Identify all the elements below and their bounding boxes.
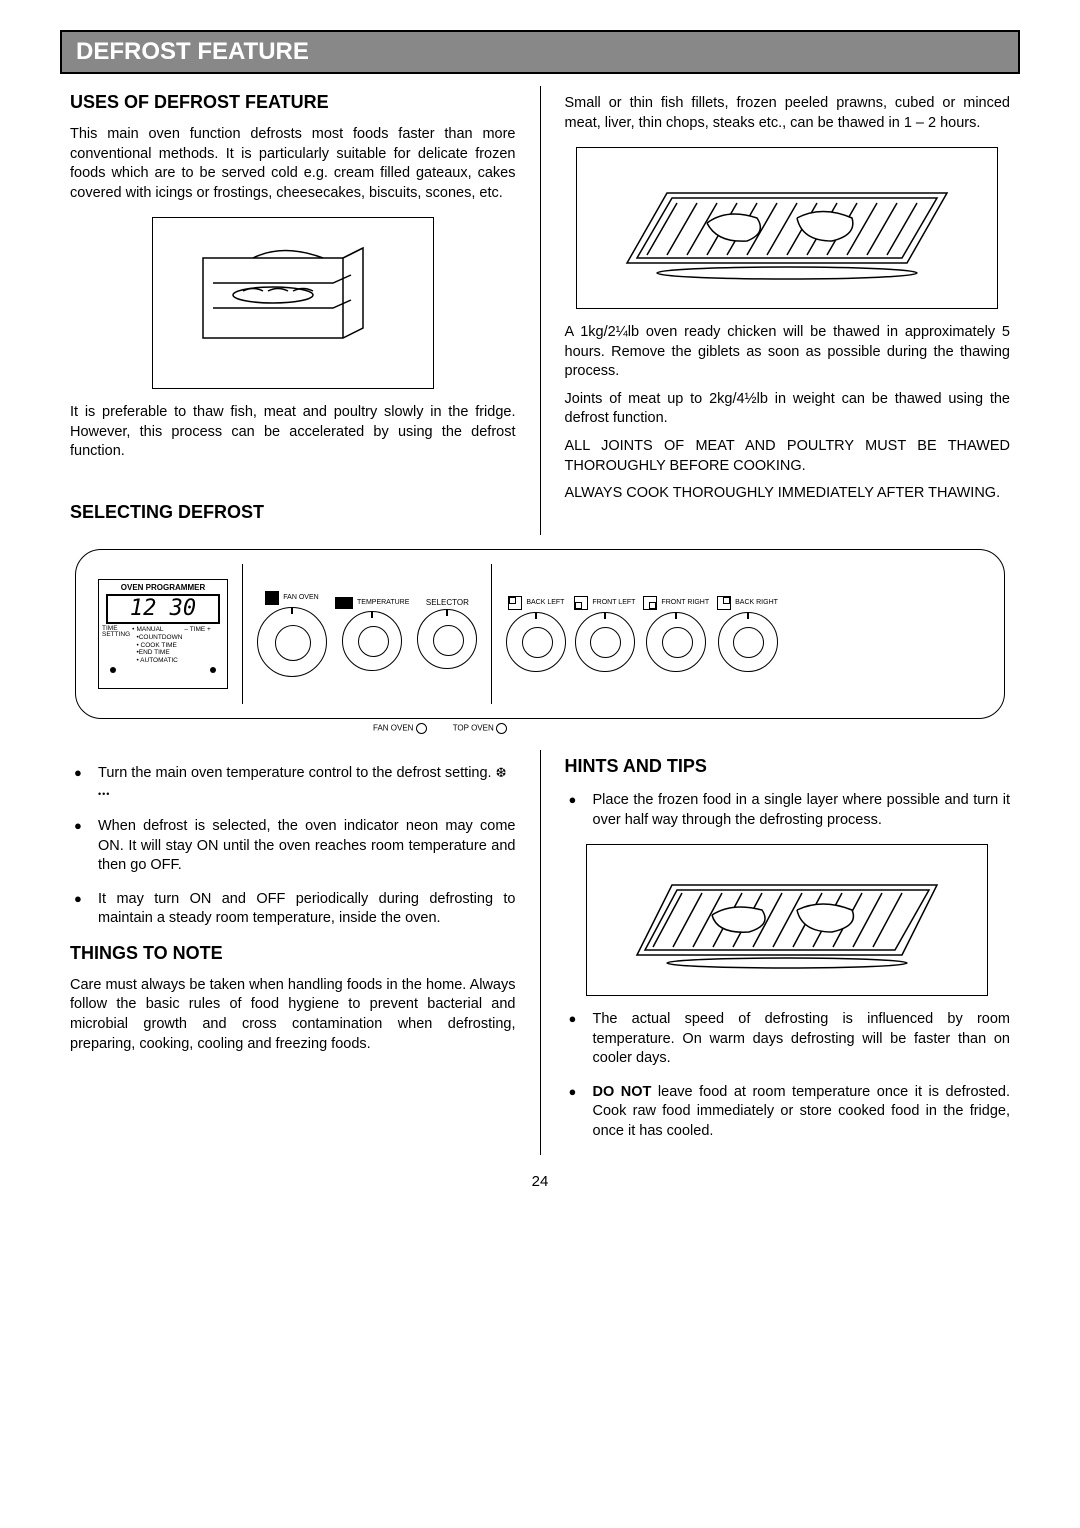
- selector-knob: SELECTOR: [417, 598, 477, 669]
- selector-label: SELECTOR: [426, 598, 469, 607]
- oven-illustration: [152, 217, 434, 389]
- back-left-knob: BACK LEFT: [506, 596, 566, 672]
- time-setting-label: TIME SETTING: [102, 626, 130, 665]
- bullet-neon: When defrost is selected, the oven indic…: [70, 817, 516, 876]
- para-fish: Small or thin fish fillets, frozen peele…: [565, 94, 1011, 133]
- control-panel-diagram: OVEN PROGRAMMER 12 30 TIME SETTING • MAN…: [60, 549, 1020, 734]
- programmer-display: 12 30: [106, 594, 220, 624]
- tray-illustration-1: [576, 147, 998, 309]
- heading-selecting: SELECTING DEFROST: [70, 502, 516, 523]
- front-left-label: FRONT LEFT: [592, 599, 635, 606]
- bullet-speed: The actual speed of defrosting is influe…: [565, 1010, 1011, 1069]
- back-right-knob: BACK RIGHT: [717, 596, 778, 672]
- para-joints: Joints of meat up to 2kg/4½lb in weight …: [565, 390, 1011, 429]
- oven-programmer: OVEN PROGRAMMER 12 30 TIME SETTING • MAN…: [98, 579, 228, 689]
- fan-oven-knob: FAN OVEN: [257, 591, 327, 677]
- para-thaw: It is preferable to thaw fish, meat and …: [70, 403, 516, 462]
- para-uses: This main oven function defrosts most fo…: [70, 125, 516, 203]
- time-plus-minus: – TIME +: [184, 626, 210, 665]
- programmer-list: MANUAL •COUNTDOWN • COOK TIME •END TIME …: [136, 626, 182, 665]
- front-right-knob: FRONT RIGHT: [643, 596, 709, 672]
- page-number: 24: [60, 1173, 1020, 1190]
- fan-oven-label: FAN OVEN: [283, 594, 318, 601]
- back-left-label: BACK LEFT: [526, 599, 564, 606]
- page-title: DEFROST FEATURE: [76, 38, 1004, 66]
- para-all-joints: ALL JOINTS OF MEAT AND POULTRY MUST BE T…: [565, 437, 1011, 476]
- tray-illustration-2: [586, 844, 988, 996]
- title-bar: DEFROST FEATURE: [60, 30, 1020, 74]
- programmer-title: OVEN PROGRAMMER: [102, 583, 224, 592]
- front-right-label: FRONT RIGHT: [661, 599, 709, 606]
- bullet-single-layer: Place the frozen food in a single layer …: [565, 791, 1011, 830]
- temperature-label: TEMPERATURE: [357, 599, 409, 606]
- temperature-knob: TEMPERATURE: [335, 597, 409, 671]
- para-always: ALWAYS COOK THOROUGHLY IMMEDIATELY AFTER…: [565, 484, 1011, 504]
- bullet-on-off: It may turn ON and OFF periodically duri…: [70, 890, 516, 929]
- heading-things-to-note: THINGS TO NOTE: [70, 943, 516, 964]
- bullet-turn-control: Turn the main oven temperature control t…: [70, 764, 516, 803]
- heading-uses: USES OF DEFROST FEATURE: [70, 92, 516, 113]
- top-oven-indicator-label: TOP OVEN: [453, 724, 494, 733]
- para-chicken: A 1kg/2¼lb oven ready chicken will be th…: [565, 323, 1011, 382]
- heading-hints: HINTS AND TIPS: [565, 756, 1011, 777]
- bullet-do-not: DO NOT leave food at room temperature on…: [565, 1083, 1011, 1142]
- front-left-knob: FRONT LEFT: [574, 596, 635, 672]
- para-things-to-note: Care must always be taken when handling …: [70, 976, 516, 1054]
- fan-oven-indicator-label: FAN OVEN: [373, 724, 413, 733]
- back-right-label: BACK RIGHT: [735, 599, 778, 606]
